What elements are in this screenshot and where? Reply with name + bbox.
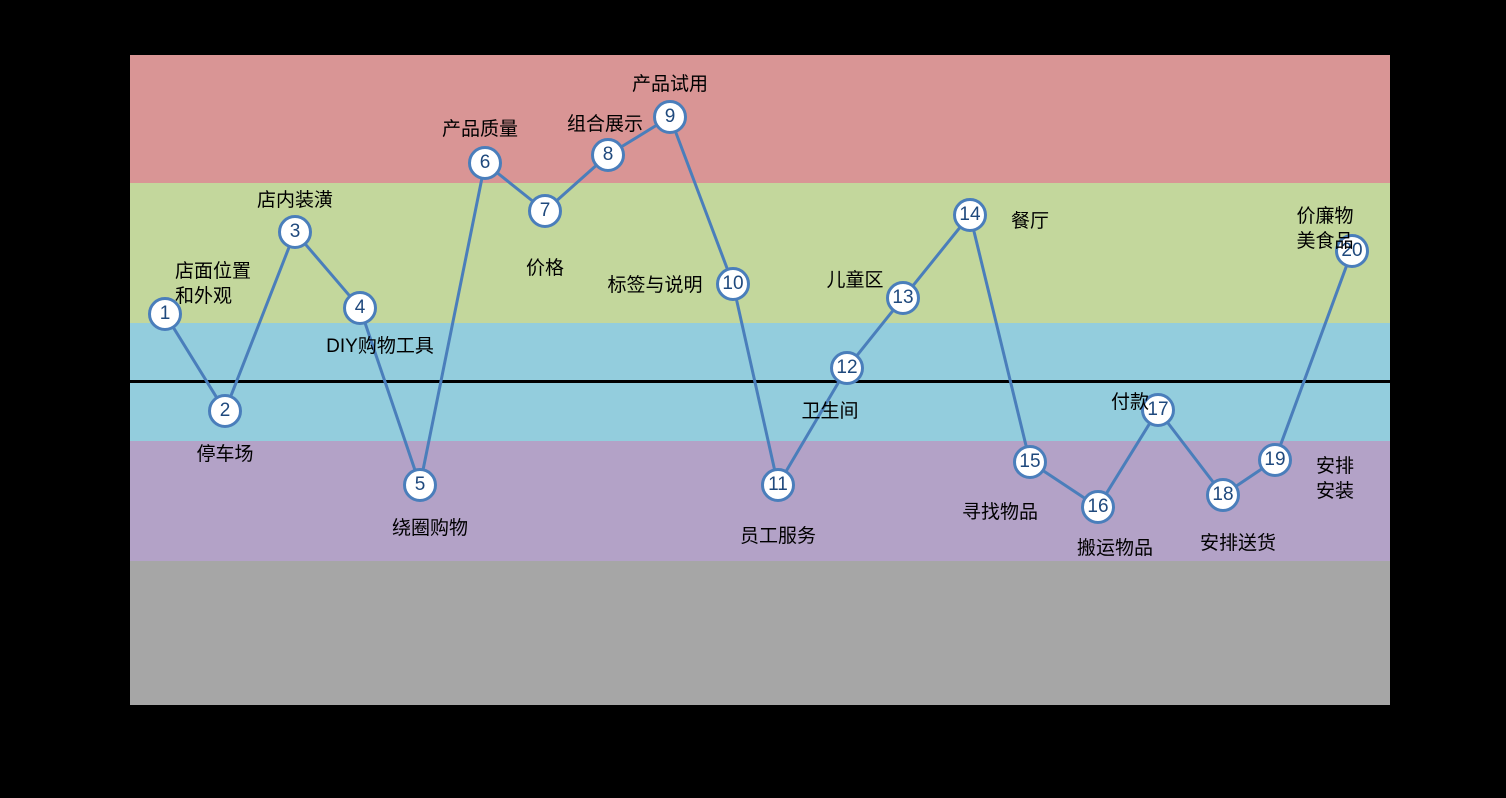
journey-node-label: 绕圈购物 (392, 517, 468, 542)
journey-node-label: 价廉物美食品 (1293, 205, 1358, 254)
journey-node: 14 (953, 198, 987, 232)
journey-node: 19 (1258, 443, 1292, 477)
journey-node-label: 标签与说明 (607, 274, 702, 299)
journey-node: 13 (886, 281, 920, 315)
journey-node-label: 寻找物品 (962, 501, 1038, 526)
journey-node-label: 餐厅 (1011, 210, 1049, 235)
journey-line (130, 55, 1390, 705)
journey-node: 16 (1081, 490, 1115, 524)
journey-node: 18 (1206, 478, 1240, 512)
journey-node: 8 (591, 138, 625, 172)
journey-node: 9 (653, 100, 687, 134)
journey-node-label: 组合展示 (567, 113, 643, 138)
journey-node-label: 价格 (526, 257, 564, 282)
journey-node-label: 安排安装 (1308, 455, 1363, 504)
journey-node-label: 员工服务 (740, 525, 816, 550)
journey-node-label: DIY购物工具 (326, 335, 434, 360)
journey-node-label: 停车场 (196, 443, 253, 468)
journey-node: 11 (761, 468, 795, 502)
journey-node-label: 店内装潢 (257, 189, 333, 214)
journey-node: 3 (278, 215, 312, 249)
journey-node-label: 安排送货 (1200, 532, 1276, 557)
journey-node-label: 店面位置 和外观 (175, 260, 251, 309)
journey-node: 2 (208, 394, 242, 428)
experience-journey-chart: 1店面位置 和外观2停车场3店内装潢4DIY购物工具5绕圈购物6产品质量7价格8… (130, 55, 1390, 705)
journey-node: 4 (343, 291, 377, 325)
journey-node-label: 付款 (1111, 391, 1149, 416)
journey-node-label: 产品质量 (442, 118, 518, 143)
journey-node: 7 (528, 194, 562, 228)
journey-node: 5 (403, 468, 437, 502)
journey-node-label: 产品试用 (632, 73, 708, 98)
journey-node: 15 (1013, 445, 1047, 479)
journey-node-label: 卫生间 (801, 400, 858, 425)
journey-node-label: 搬运物品 (1077, 537, 1153, 562)
journey-node-label: 儿童区 (826, 269, 883, 294)
journey-node: 12 (830, 351, 864, 385)
journey-node: 10 (716, 267, 750, 301)
journey-node: 6 (468, 146, 502, 180)
